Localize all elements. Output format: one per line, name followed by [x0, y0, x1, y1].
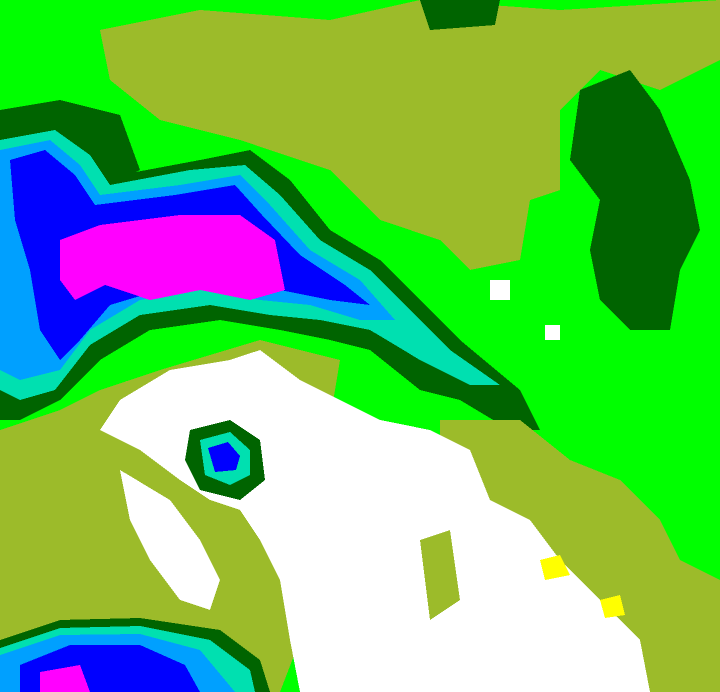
dark-green-patch: [420, 0, 500, 30]
magenta-core: [60, 215, 285, 300]
magenta-core: [40, 665, 90, 692]
white-speck: [490, 280, 560, 340]
olive-region: [100, 0, 720, 270]
olive-patch: [420, 530, 460, 620]
yellow-speck: [540, 555, 625, 618]
eye-blue: [208, 442, 240, 472]
dark-green-blob: [570, 70, 700, 330]
white-cloud-arm: [120, 470, 220, 610]
